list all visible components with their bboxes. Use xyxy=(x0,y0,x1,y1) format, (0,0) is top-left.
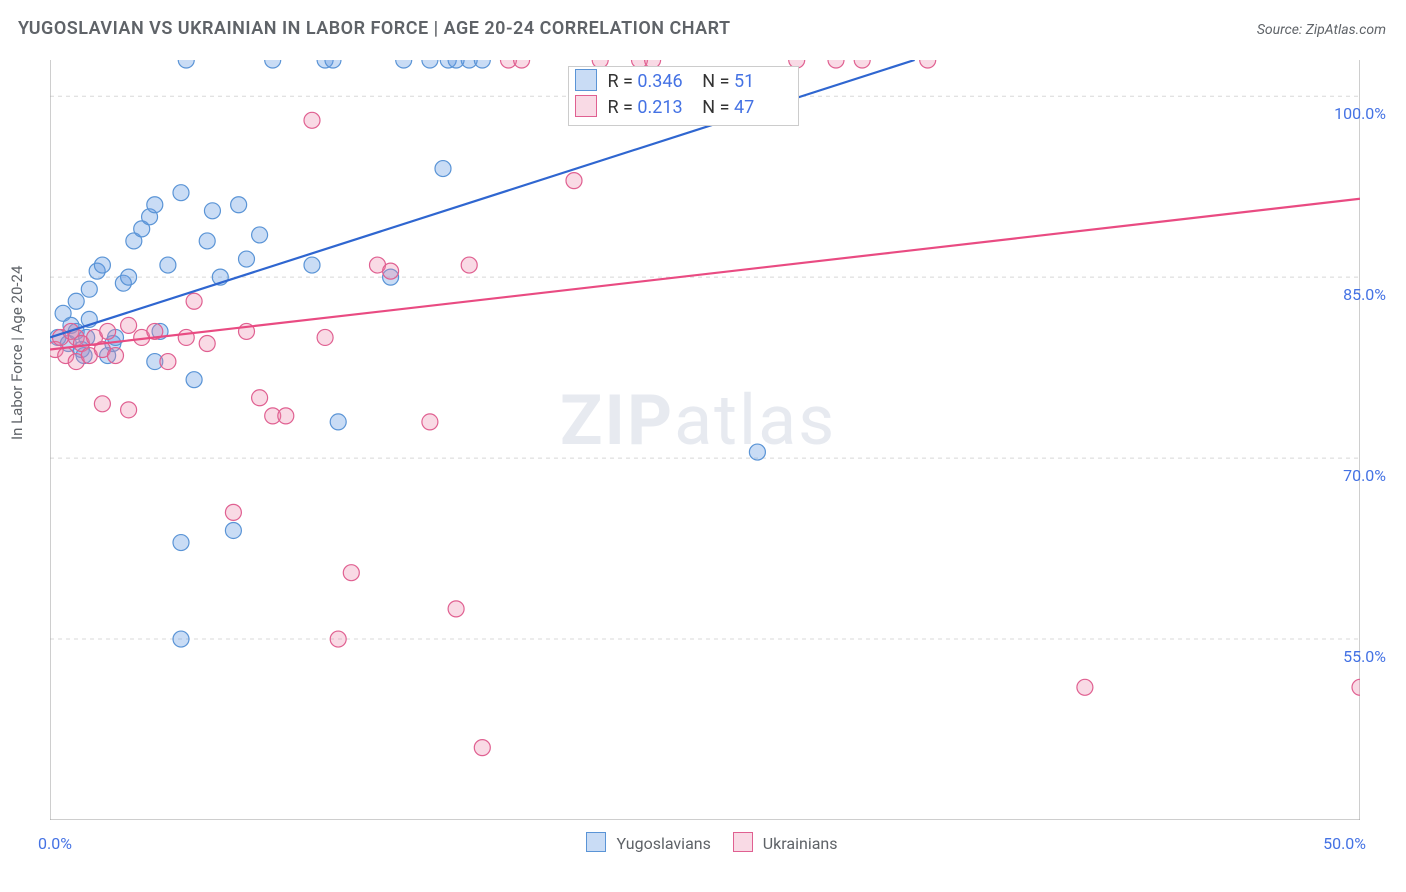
legend-n-label: N = xyxy=(698,71,734,92)
y-axis-label: In Labor Force | Age 20-24 xyxy=(8,266,26,440)
y-tick-label: 85.0% xyxy=(1343,285,1386,304)
y-tick-label: 70.0% xyxy=(1343,466,1386,485)
bottom-swatch-ukrainians xyxy=(733,832,753,852)
legend-r-value: 0.346 xyxy=(637,69,693,95)
correlation-legend: R = 0.346 N = 51 R = 0.213 N = 47 xyxy=(568,66,799,126)
chart-title: YUGOSLAVIAN VS UKRAINIAN IN LABOR FORCE … xyxy=(18,18,731,39)
source-attribution: Source: ZipAtlas.com xyxy=(1257,22,1386,38)
legend-r-value: 0.213 xyxy=(637,95,693,121)
bottom-legend: Yugoslavians Ukrainians xyxy=(0,832,1406,853)
legend-row-ukrainians: R = 0.213 N = 47 xyxy=(575,95,790,121)
legend-n-value: 47 xyxy=(734,95,790,121)
legend-n-label: N = xyxy=(698,97,734,118)
y-tick-label: 55.0% xyxy=(1343,647,1386,666)
y-tick-label: 100.0% xyxy=(1334,104,1386,123)
legend-r-label: R = xyxy=(607,97,637,118)
legend-swatch-yugoslavians xyxy=(575,69,597,91)
legend-swatch-ukrainians xyxy=(575,95,597,117)
legend-n-value: 51 xyxy=(734,69,790,95)
legend-row-yugoslavians: R = 0.346 N = 51 xyxy=(575,69,790,95)
legend-r-label: R = xyxy=(607,71,637,92)
bottom-label-ukrainians: Ukrainians xyxy=(763,834,838,853)
bottom-swatch-yugoslavians xyxy=(586,832,606,852)
scatter-plot xyxy=(50,60,1360,820)
bottom-label-yugoslavians: Yugoslavians xyxy=(616,834,710,853)
